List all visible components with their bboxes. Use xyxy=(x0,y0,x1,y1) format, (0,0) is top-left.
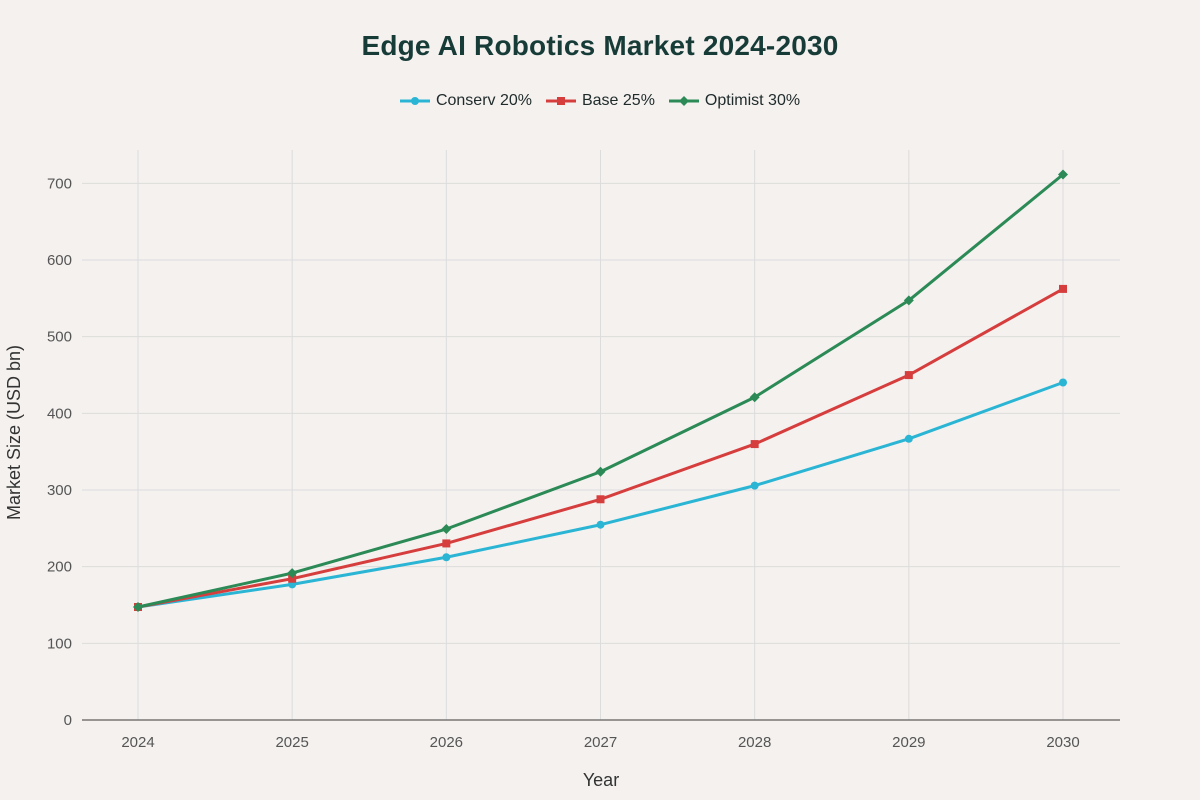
y-tick-label: 0 xyxy=(64,712,72,729)
x-tick-label: 2028 xyxy=(738,734,771,751)
y-axis-title: Market Size (USD bn) xyxy=(4,345,24,520)
legend-label: Conserv 20% xyxy=(435,92,532,109)
legend-marker xyxy=(410,97,419,105)
y-tick-label: 500 xyxy=(47,329,72,346)
legend-label: Base 25% xyxy=(581,92,655,109)
y-tick-label: 200 xyxy=(47,559,72,576)
legend-item: Base 25% xyxy=(545,92,655,110)
data-point xyxy=(442,553,451,562)
legend-swatch xyxy=(668,96,699,106)
data-point xyxy=(1059,284,1067,293)
data-point xyxy=(904,434,913,443)
y-tick-label: 300 xyxy=(47,482,72,499)
x-tick-label: 2029 xyxy=(892,734,925,751)
grid-lines xyxy=(82,150,1120,720)
data-point xyxy=(904,371,913,380)
data-point xyxy=(133,601,143,612)
legend-marker xyxy=(556,97,565,105)
y-tick-label: 700 xyxy=(47,175,72,192)
data-point xyxy=(441,524,452,535)
data-point xyxy=(288,574,297,583)
x-tick-label: 2026 xyxy=(430,734,463,751)
legend-item: Optimist 30% xyxy=(668,92,801,110)
legend-label: Optimist 30% xyxy=(704,92,801,109)
data-point xyxy=(442,539,451,548)
data-point xyxy=(595,466,606,477)
y-tick-label: 600 xyxy=(47,252,72,269)
legend-marker xyxy=(678,96,689,106)
data-point xyxy=(1059,378,1067,387)
data-point xyxy=(596,495,605,504)
data-point xyxy=(596,520,605,529)
data-markers xyxy=(133,169,1068,612)
x-tick-label: 2024 xyxy=(121,734,154,751)
x-tick-label: 2030 xyxy=(1046,734,1079,751)
axes: 0 100 200 300 400 500 600 700 2024 2025 2026 2027 20… xyxy=(47,175,1120,751)
legend-swatch xyxy=(545,97,576,105)
x-tick-label: 2025 xyxy=(275,734,308,751)
data-point xyxy=(750,481,759,490)
data-point xyxy=(1058,169,1068,180)
legend-swatch xyxy=(399,97,430,105)
x-tick-label: 2027 xyxy=(584,734,617,751)
data-point xyxy=(903,295,914,306)
y-tick-label: 400 xyxy=(47,405,72,422)
data-point xyxy=(750,440,759,449)
x-axis-title: Year xyxy=(583,770,619,790)
data-point xyxy=(749,392,760,403)
y-tick-label: 100 xyxy=(47,635,72,652)
legend-item: Conserv 20% xyxy=(399,92,532,110)
data-point xyxy=(287,568,298,579)
chart-title: Edge AI Robotics Market 2024-2030 xyxy=(361,30,839,61)
legend: Conserv 20% Base 25% Optimist 30% xyxy=(0,92,1200,110)
